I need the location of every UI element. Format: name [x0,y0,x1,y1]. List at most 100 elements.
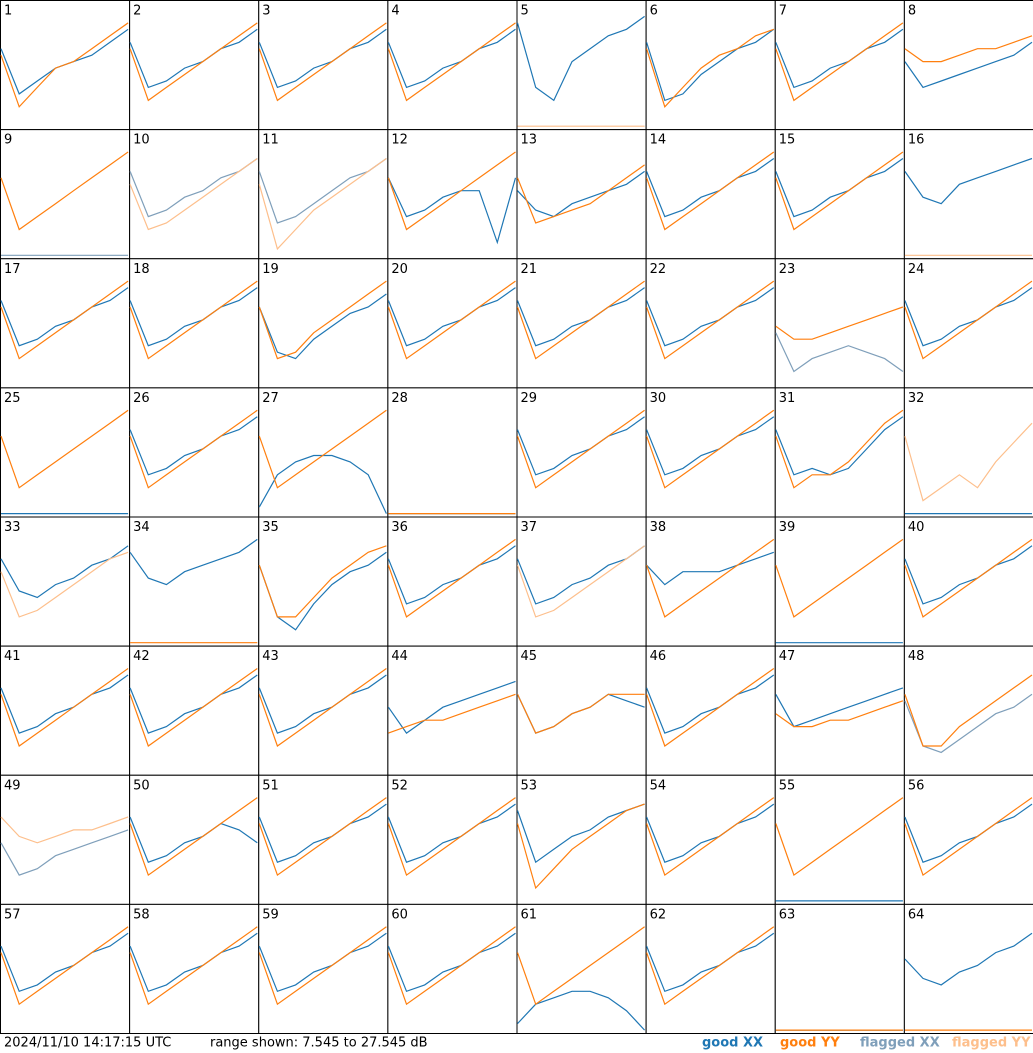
spectrum-yy [775,151,904,231]
panel-frame [129,516,260,647]
spectrum-yy [258,158,387,251]
spectrum-xx [258,158,387,224]
panel-label: 26 [133,391,150,406]
spectrum-yy [0,551,129,618]
spectrum-yy [646,409,775,489]
panel-frame [774,387,905,518]
spectrum-yy [646,151,775,231]
panel-label: 8 [908,4,916,19]
timestamp: 2024/11/10 14:17:15 UTC [4,1036,171,1051]
panel-label: 28 [391,391,408,406]
spectrum-xx [387,28,516,89]
panel-label: 34 [133,520,150,535]
spectrum-xx [387,545,516,605]
panel-label: 53 [521,778,538,793]
spectrum-xx [775,332,904,373]
spectrum-yy [0,22,129,108]
panel-frame [387,645,518,776]
panel-label: 54 [650,778,667,793]
panel-label: 46 [650,649,667,664]
panel-label: 47 [779,649,796,664]
spectrum-yy [516,409,645,489]
spectrum-xx [129,932,258,993]
spectrum-xx [516,287,645,347]
spectrum-xx [517,990,646,1031]
spectrum-xx [516,803,645,864]
spectrum-xx [129,287,258,347]
spectrum-yy [387,280,516,360]
spectrum-yy [387,926,516,1006]
panel-label: 32 [908,391,925,406]
panel-frame [0,129,131,260]
panel-label: 61 [521,907,538,922]
spectrum-xx [129,674,258,734]
spectrum-yy [388,693,516,734]
panel-label: 43 [262,649,279,664]
spectrum-xx [904,545,1033,605]
spectrum-xx [646,416,775,476]
spectrum-xx [387,177,517,245]
panel-frame [258,516,389,647]
spectrum-yy [129,280,258,360]
spectrum-yy [387,22,516,102]
panel-label: 64 [908,907,925,922]
spectrum-yy [646,28,775,108]
spectrum-yy [646,668,775,747]
spectrum-xx [387,680,516,734]
panel-label: 56 [908,778,925,793]
spectrum-yy [129,926,258,1006]
spectrum-yy [258,280,387,360]
panel-label: 23 [779,262,796,277]
spectrum-yy [646,280,775,360]
panel-label: 29 [521,391,538,406]
spectrum-yy [129,22,258,102]
spectrum-xx [904,287,1033,347]
spectrum-yy [129,409,258,489]
spectrum-xx [0,674,129,734]
spectrum-xx [258,674,387,734]
panel-frame [516,774,647,905]
panel-label: 7 [779,4,787,19]
spectrum-xx [0,287,129,347]
spectrum-yy [775,306,904,340]
spectrum-xx [517,170,645,218]
legend-item: flagged XX [860,1036,940,1051]
panel-label: 48 [908,649,925,664]
spectrum-yy [258,22,387,102]
spectrum-yy [387,151,516,231]
spectrum-xx [129,416,258,476]
spectrum-yy [516,164,645,224]
spectrum-yy [516,545,645,618]
spectrum-yy [646,926,775,1006]
spectrum-yy [258,797,387,877]
spectrum-yy [904,674,1033,747]
panel-frame [903,387,1033,518]
panel-frame [258,387,389,518]
panel-label: 57 [4,907,21,922]
spectrum-xx [904,803,1033,863]
panel-label: 35 [262,520,279,535]
spectrum-xx [775,28,904,89]
panel-label: 36 [391,520,408,535]
panel-frame [645,516,776,647]
spectrum-yy [0,668,129,747]
spectrum-yy [904,538,1033,618]
panel-label: 41 [4,649,21,664]
panel-label: 50 [133,778,150,793]
spectrum-xx [0,545,129,599]
panel-frame [516,0,647,131]
range-text: range shown: 7.545 to 27.545 dB [210,1036,428,1051]
panel-label: 25 [4,391,21,406]
spectrum-xx [646,674,775,734]
panel-frame [903,645,1033,776]
spectrum-yy [904,280,1033,360]
panel-label: 15 [779,133,796,148]
legend-item: flagged YY [952,1036,1031,1051]
spectrum-xx [516,416,645,476]
panel-label: 44 [391,649,408,664]
spectrum-xx [904,932,1033,986]
panel-label: 59 [262,907,279,922]
spectrum-yy [387,538,516,618]
spectrum-yy [775,538,904,618]
